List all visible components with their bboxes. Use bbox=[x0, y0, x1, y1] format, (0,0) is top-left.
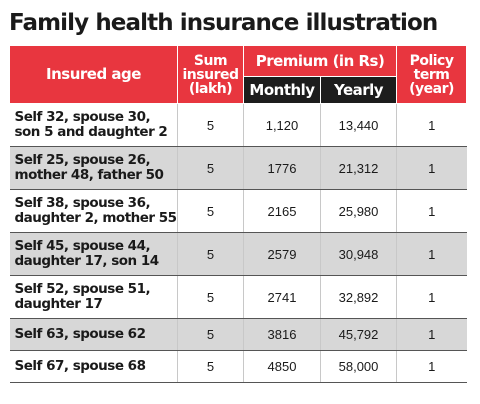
table-header: Insured age Sum insured (lakh) Premium (… bbox=[9, 45, 468, 104]
header-monthly: Monthly bbox=[243, 76, 321, 104]
cell-yearly: 58,000 bbox=[320, 350, 398, 383]
cell-insured: Self 67, spouse 68 bbox=[9, 350, 178, 383]
cell-sum-insured: 5 bbox=[177, 232, 244, 276]
page-title: Family health insurance illustration bbox=[9, 10, 438, 36]
table-row: Self 63, spouse 62 5 3816 45,792 1 bbox=[9, 318, 467, 351]
cell-sum-insured: 5 bbox=[177, 146, 244, 190]
cell-yearly: 25,980 bbox=[320, 189, 398, 233]
cell-policy-term: 1 bbox=[396, 189, 467, 233]
table-row: Self 38, spouse 36, daughter 2, mother 5… bbox=[9, 189, 467, 233]
cell-insured: Self 32, spouse 30, son 5 and daughter 2 bbox=[9, 103, 178, 147]
table-row: Self 32, spouse 30, son 5 and daughter 2… bbox=[9, 103, 467, 147]
cell-policy-term: 1 bbox=[396, 103, 467, 147]
cell-policy-term: 1 bbox=[396, 350, 467, 383]
cell-monthly: 1,120 bbox=[243, 103, 321, 147]
cell-monthly: 1776 bbox=[243, 146, 321, 190]
table-row: Self 52, spouse 51, daughter 17 5 2741 3… bbox=[9, 275, 467, 319]
cell-yearly: 13,440 bbox=[320, 103, 398, 147]
cell-sum-insured: 5 bbox=[177, 350, 244, 383]
cell-policy-term: 1 bbox=[396, 318, 467, 351]
cell-insured: Self 25, spouse 26, mother 48, father 50 bbox=[9, 146, 178, 190]
table-row: Self 25, spouse 26, mother 48, father 50… bbox=[9, 146, 467, 190]
cell-policy-term: 1 bbox=[396, 232, 467, 276]
cell-yearly: 21,312 bbox=[320, 146, 398, 190]
table-row: Self 67, spouse 68 5 4850 58,000 1 bbox=[9, 350, 467, 383]
cell-monthly: 4850 bbox=[243, 350, 321, 383]
cell-sum-insured: 5 bbox=[177, 318, 244, 351]
cell-insured: Self 52, spouse 51, daughter 17 bbox=[9, 275, 178, 319]
cell-yearly: 30,948 bbox=[320, 232, 398, 276]
header-sum-insured: Sum insured (lakh) bbox=[177, 45, 244, 104]
cell-insured: Self 38, spouse 36, daughter 2, mother 5… bbox=[9, 189, 178, 233]
table-body: Self 32, spouse 30, son 5 and daughter 2… bbox=[9, 103, 467, 383]
cell-monthly: 2741 bbox=[243, 275, 321, 319]
header-policy-term: Policy term (year) bbox=[396, 45, 468, 104]
cell-policy-term: 1 bbox=[396, 146, 467, 190]
cell-policy-term: 1 bbox=[396, 275, 467, 319]
table-row: Self 45, spouse 44, daughter 17, son 14 … bbox=[9, 232, 467, 276]
cell-insured: Self 45, spouse 44, daughter 17, son 14 bbox=[9, 232, 178, 276]
cell-monthly: 2165 bbox=[243, 189, 321, 233]
cell-monthly: 2579 bbox=[243, 232, 321, 276]
cell-sum-insured: 5 bbox=[177, 189, 244, 233]
insurance-table: Insured age Sum insured (lakh) Premium (… bbox=[9, 45, 468, 383]
cell-yearly: 45,792 bbox=[320, 318, 398, 351]
cell-sum-insured: 5 bbox=[177, 275, 244, 319]
header-insured-age: Insured age bbox=[9, 45, 178, 104]
cell-yearly: 32,892 bbox=[320, 275, 398, 319]
cell-insured: Self 63, spouse 62 bbox=[9, 318, 178, 351]
cell-monthly: 3816 bbox=[243, 318, 321, 351]
header-yearly: Yearly bbox=[319, 76, 398, 104]
cell-sum-insured: 5 bbox=[177, 103, 244, 147]
header-premium: Premium (in Rs) bbox=[242, 45, 398, 77]
